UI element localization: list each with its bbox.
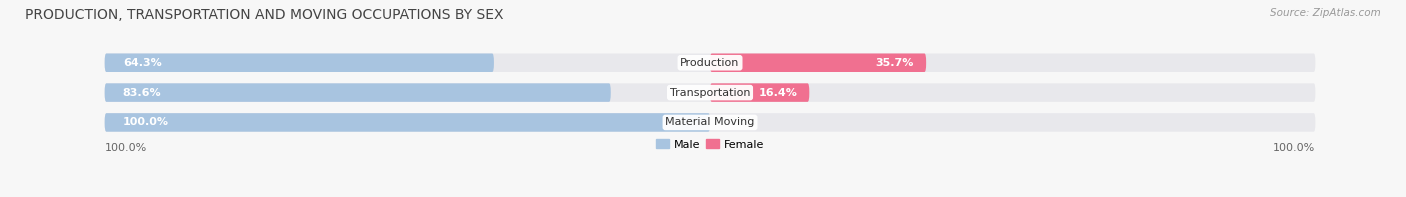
FancyBboxPatch shape [104,54,1316,72]
Text: 100.0%: 100.0% [1274,143,1316,153]
Text: Source: ZipAtlas.com: Source: ZipAtlas.com [1270,8,1381,18]
Text: 100.0%: 100.0% [122,117,169,127]
Text: PRODUCTION, TRANSPORTATION AND MOVING OCCUPATIONS BY SEX: PRODUCTION, TRANSPORTATION AND MOVING OC… [25,8,503,22]
FancyBboxPatch shape [104,83,1316,102]
FancyBboxPatch shape [710,54,927,72]
Text: 16.4%: 16.4% [758,88,797,98]
Text: Production: Production [681,58,740,68]
Text: 64.3%: 64.3% [122,58,162,68]
Text: Material Moving: Material Moving [665,117,755,127]
FancyBboxPatch shape [104,54,494,72]
FancyBboxPatch shape [710,83,810,102]
Text: 83.6%: 83.6% [122,88,162,98]
FancyBboxPatch shape [104,113,710,132]
Text: Transportation: Transportation [669,88,751,98]
Legend: Male, Female: Male, Female [651,135,769,154]
FancyBboxPatch shape [104,83,610,102]
FancyBboxPatch shape [104,113,1316,132]
Text: 0.0%: 0.0% [728,117,756,127]
Text: 35.7%: 35.7% [876,58,914,68]
Text: 100.0%: 100.0% [104,143,146,153]
